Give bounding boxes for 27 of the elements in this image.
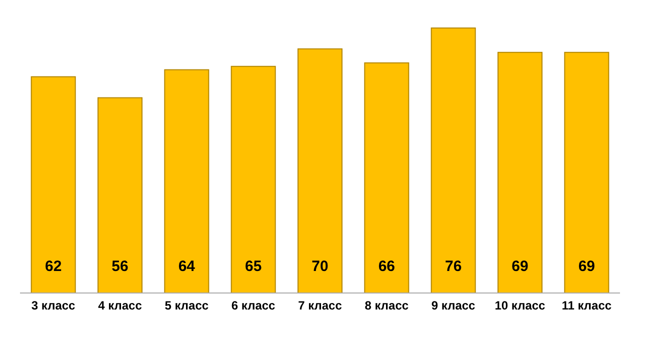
- data-label: 76: [444, 258, 462, 275]
- bar: [364, 62, 410, 294]
- x-tick-label: 6 класс: [231, 298, 276, 313]
- bar: [164, 69, 210, 294]
- bar: [230, 66, 276, 294]
- data-label: 64: [178, 258, 196, 275]
- x-tick-label: 4 класс: [98, 298, 142, 313]
- data-label: 69: [512, 258, 528, 275]
- x-tick-label: 10 класс: [494, 298, 546, 313]
- x-tick-label: 5 класс: [164, 298, 209, 313]
- bar: [30, 76, 76, 294]
- data-label: 62: [44, 258, 62, 275]
- data-label: 66: [378, 258, 396, 275]
- x-tick-label: 8 класс: [364, 298, 409, 313]
- bar: [564, 52, 610, 294]
- x-tick-label: 3 класс: [31, 298, 76, 313]
- x-tick-label: 11 класс: [562, 298, 612, 313]
- data-label: 69: [578, 258, 596, 275]
- data-label: 65: [244, 258, 262, 275]
- x-tick-label: 9 класс: [431, 298, 476, 313]
- bar: [498, 52, 542, 294]
- x-tick-label: 7 класс: [298, 298, 342, 313]
- bar: [98, 97, 142, 294]
- bar: [298, 48, 342, 294]
- data-label: 70: [312, 258, 328, 275]
- bar: [430, 27, 476, 294]
- data-label: 56: [112, 258, 128, 275]
